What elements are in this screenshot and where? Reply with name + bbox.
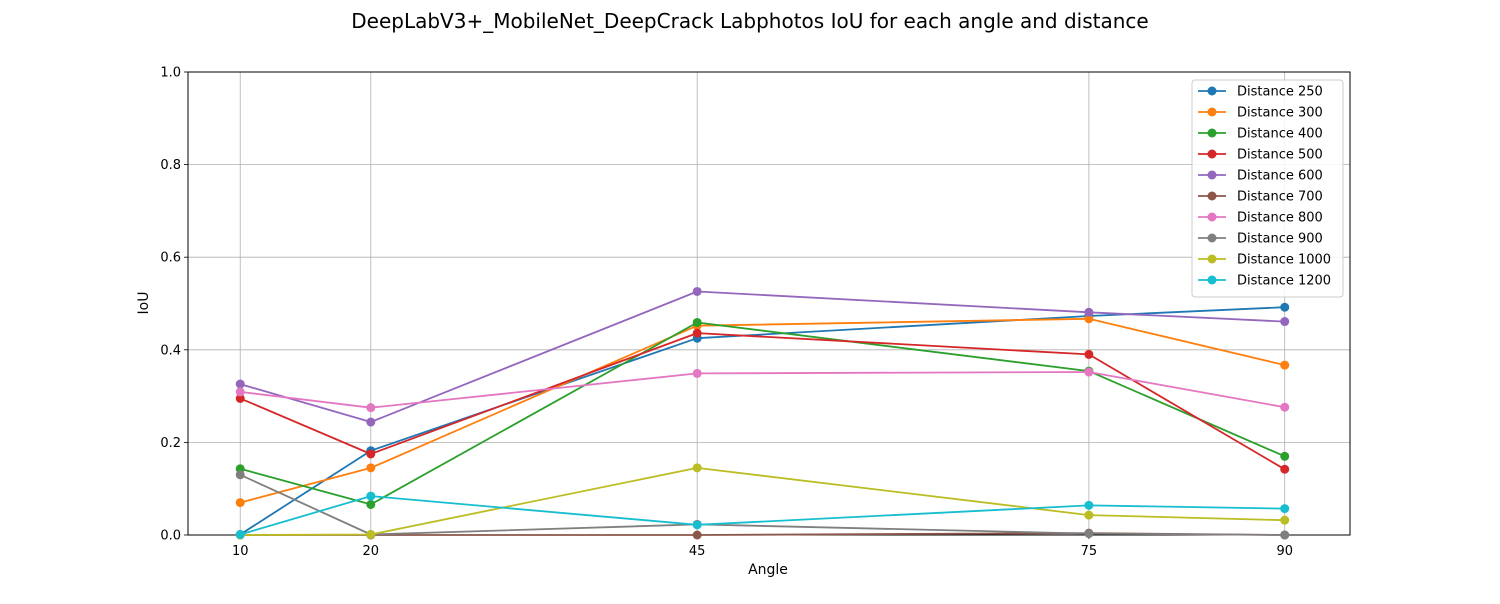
data-point-distance-800 [366, 403, 376, 413]
data-point-distance-500 [692, 328, 702, 338]
x-tick-label: 75 [1081, 544, 1098, 559]
data-point-distance-600 [1280, 317, 1290, 327]
legend-marker-distance-900 [1207, 233, 1217, 243]
data-point-distance-1000 [366, 530, 376, 540]
plot-frame [187, 71, 1351, 536]
x-tick-label: 10 [232, 544, 249, 559]
legend-marker-distance-1200 [1207, 275, 1217, 285]
legend-label-distance-300: Distance 300 [1237, 106, 1323, 121]
data-point-distance-300 [1084, 314, 1094, 324]
legend-label-distance-500: Distance 500 [1237, 148, 1323, 163]
data-point-distance-1200 [1084, 500, 1094, 510]
data-point-distance-300 [1280, 360, 1290, 370]
legend-marker-distance-400 [1207, 128, 1217, 138]
legend-label-distance-900: Distance 900 [1237, 232, 1323, 247]
data-point-distance-800 [235, 387, 245, 397]
legend: Distance 250 Distance 300 Distance 400 Dist… [1191, 79, 1344, 298]
legend-marker-distance-300 [1207, 107, 1217, 117]
data-point-distance-700 [692, 530, 702, 540]
legend-marker-distance-1000 [1207, 254, 1217, 264]
legend-marker-distance-600 [1207, 170, 1217, 180]
data-point-distance-500 [366, 449, 376, 459]
legend-label-distance-600: Distance 600 [1237, 169, 1323, 184]
data-point-distance-500 [1084, 349, 1094, 359]
legend-label-distance-700: Distance 700 [1237, 190, 1323, 205]
legend-marker-distance-250 [1207, 86, 1217, 96]
grid-lines [188, 71, 1350, 536]
data-point-distance-300 [366, 463, 376, 473]
y-tick-label: 0.8 [160, 158, 181, 173]
x-tick-label: 90 [1276, 544, 1293, 559]
data-point-distance-600 [235, 379, 245, 389]
data-point-distance-1000 [692, 463, 702, 473]
data-point-distance-600 [692, 286, 702, 296]
data-point-distance-1200 [366, 491, 376, 501]
data-point-distance-800 [1280, 402, 1290, 412]
legend-box [1191, 79, 1344, 298]
data-point-distance-600 [1084, 307, 1094, 317]
data-point-distance-800 [692, 368, 702, 378]
axes: 10 20 45 75 90 0.0 0.2 0.4 0.6 0.8 1.0 [160, 66, 1351, 559]
series-line-distance-500 [239, 332, 1286, 471]
x-axis-label: Angle [748, 562, 788, 578]
y-tick-label: 0.2 [160, 436, 181, 451]
legend-marker-distance-800 [1207, 212, 1217, 222]
y-tick-label: 0.4 [160, 343, 181, 358]
data-point-distance-900 [1084, 529, 1094, 539]
series-line-distance-250 [239, 306, 1285, 536]
data-point-distance-500 [1280, 464, 1290, 474]
legend-label-distance-1000: Distance 1000 [1237, 253, 1331, 268]
y-axis-label: IoU [136, 292, 152, 315]
data-point-distance-1000 [1280, 515, 1290, 525]
data-point-distance-900 [1280, 530, 1290, 540]
y-tick-label: 1.0 [160, 66, 181, 81]
chart-title: DeepLabV3+_MobileNet_DeepCrack Labphotos… [351, 9, 1148, 33]
data-point-distance-1200 [235, 530, 245, 540]
data-point-distance-400 [366, 499, 376, 509]
x-tick-label: 20 [363, 544, 380, 559]
data-point-distance-300 [235, 498, 245, 508]
series-line-distance-600 [239, 290, 1285, 423]
legend-label-distance-250: Distance 250 [1237, 85, 1323, 100]
series-line-distance-1000 [240, 466, 1285, 536]
series-group [235, 286, 1290, 540]
data-point-distance-1000 [1084, 510, 1094, 520]
data-point-distance-250 [1280, 302, 1290, 312]
data-point-distance-900 [235, 470, 245, 480]
data-point-distance-800 [1084, 367, 1094, 377]
data-point-distance-400 [1280, 451, 1290, 461]
x-tick-label: 45 [689, 544, 706, 559]
legend-marker-distance-700 [1207, 191, 1217, 201]
y-tick-label: 0.6 [160, 251, 181, 266]
data-point-distance-600 [366, 417, 376, 427]
data-point-distance-400 [692, 317, 702, 327]
legend-label-distance-800: Distance 800 [1237, 211, 1323, 226]
legend-marker-distance-500 [1207, 149, 1217, 159]
legend-label-distance-1200: Distance 1200 [1237, 274, 1331, 289]
legend-label-distance-400: Distance 400 [1237, 127, 1323, 142]
data-point-distance-500 [235, 393, 245, 403]
data-point-distance-1200 [692, 520, 702, 530]
series-line-distance-900 [239, 473, 1285, 536]
y-tick-label: 0.0 [160, 529, 181, 544]
data-point-distance-1200 [1280, 504, 1290, 514]
